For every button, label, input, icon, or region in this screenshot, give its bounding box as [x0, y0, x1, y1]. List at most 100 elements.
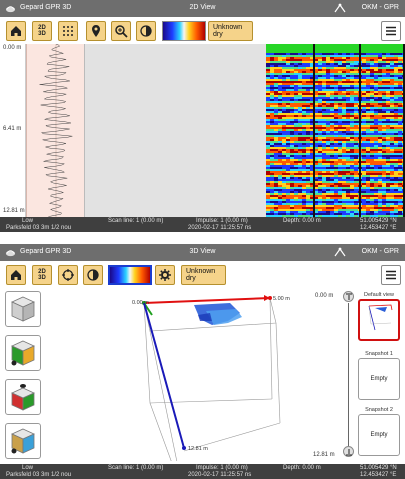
radargram-cell	[314, 107, 318, 109]
contrast-button[interactable]	[136, 21, 156, 41]
radargram-cell	[278, 85, 282, 87]
radargram-cell	[294, 159, 298, 161]
radargram-cell	[266, 73, 270, 75]
color-palette-button[interactable]	[108, 265, 152, 285]
radargram-cell	[334, 133, 338, 135]
grid-button[interactable]	[58, 21, 78, 41]
scan-canvas[interactable]	[84, 44, 266, 217]
radargram-cell	[346, 105, 350, 107]
radargram-cell	[314, 59, 318, 61]
radargram-cell	[298, 85, 302, 87]
settings-button[interactable]	[155, 265, 175, 285]
radargram-cell	[278, 105, 282, 107]
radargram-cell	[334, 177, 338, 179]
radargram-cell	[378, 185, 382, 187]
radargram-cell	[318, 151, 322, 153]
radargram-cell	[362, 183, 366, 185]
radargram-cell	[398, 143, 402, 145]
cube-view-side-button[interactable]	[5, 379, 41, 415]
zoom-button[interactable]	[111, 21, 131, 41]
radargram-cell	[310, 131, 314, 133]
radargram-cell	[274, 161, 278, 163]
radargram-cell	[326, 215, 330, 217]
radargram[interactable]	[266, 44, 405, 217]
radargram-cell	[306, 161, 310, 163]
radargram-cell	[386, 59, 390, 61]
radargram-cell	[266, 165, 270, 167]
radargram-cell	[318, 83, 322, 85]
radargram-cell	[394, 111, 398, 113]
depth-slider[interactable]: 0.00 m 12.81 m	[310, 288, 358, 466]
radargram-cell	[362, 55, 366, 57]
radargram-cell	[378, 171, 382, 173]
location-button[interactable]	[86, 21, 106, 41]
mode-toggle-button[interactable]: 2D 3D	[32, 265, 52, 285]
radargram-cell	[266, 201, 270, 203]
amplitude-trace[interactable]	[26, 43, 84, 217]
snapshot-2-card[interactable]: Empty	[358, 414, 400, 456]
radargram-cell	[294, 127, 298, 129]
depth-slider-bottom-handle[interactable]	[343, 446, 354, 457]
cube-view-top-button[interactable]	[5, 291, 41, 327]
snapshot-default-card[interactable]	[358, 299, 400, 341]
radargram-cell	[306, 77, 310, 79]
soil-type-button[interactable]: Unknown dry	[208, 21, 253, 41]
volume-3d-view[interactable]: 5.00 m 0.00 m 12.81 m	[110, 291, 320, 479]
radargram-cell	[330, 203, 334, 205]
radargram-cell	[374, 125, 378, 127]
radargram-cell	[278, 147, 282, 149]
menu-button[interactable]	[381, 265, 401, 285]
radargram-cell	[334, 147, 338, 149]
color-palette-button[interactable]	[162, 21, 206, 41]
radargram-cell	[314, 201, 318, 203]
radargram-cell	[354, 57, 358, 59]
radargram-cell	[398, 195, 402, 197]
radargram-cell	[314, 85, 318, 87]
cube-view-iso-button[interactable]	[5, 423, 41, 459]
radargram-cell	[342, 181, 346, 183]
radargram-cell	[354, 157, 358, 159]
crosshair-button[interactable]	[58, 265, 78, 285]
radargram-cell	[318, 125, 322, 127]
radargram-cell	[390, 151, 394, 153]
soil-type-button[interactable]: Unknown dry	[181, 265, 226, 285]
radargram-cell	[322, 159, 326, 161]
radargram-cell	[374, 141, 378, 143]
radargram-cell	[318, 121, 322, 123]
depth-slider-track[interactable]	[348, 303, 349, 446]
radargram-cell	[382, 53, 386, 55]
radargram-cell	[274, 189, 278, 191]
radargram-cell	[274, 183, 278, 185]
radargram-cell	[366, 119, 370, 121]
radargram-cell	[270, 189, 274, 191]
radargram-cell	[342, 53, 346, 55]
radargram-cell	[326, 147, 330, 149]
depth-slider-top-handle[interactable]	[343, 291, 354, 302]
radargram-cell	[378, 81, 382, 83]
cube-view-front-button[interactable]	[5, 335, 41, 371]
radargram-cell	[346, 177, 350, 179]
radargram-cell	[326, 185, 330, 187]
radargram-cell	[330, 151, 334, 153]
contrast-button[interactable]	[83, 265, 103, 285]
radargram-cell	[310, 67, 314, 69]
radargram-cell	[342, 101, 346, 103]
home-button[interactable]	[6, 265, 26, 285]
snapshot-1-card[interactable]: Empty	[358, 358, 400, 400]
radargram-cell	[354, 103, 358, 105]
mode-toggle-button[interactable]: 2D 3D	[32, 21, 52, 41]
radargram-cell	[354, 209, 358, 211]
radargram-cell	[294, 123, 298, 125]
radargram-cell	[370, 145, 374, 147]
radargram-cell	[302, 55, 306, 57]
home-button[interactable]	[6, 21, 26, 41]
radargram-cell	[366, 187, 370, 189]
radargram-cell	[326, 149, 330, 151]
radargram-cell	[338, 121, 342, 123]
radargram-cell	[310, 185, 314, 187]
menu-button[interactable]	[381, 21, 401, 41]
radargram-cell	[266, 135, 270, 137]
radargram-cell	[370, 199, 374, 201]
radargram-cell	[318, 123, 322, 125]
radargram-cell	[362, 201, 366, 203]
